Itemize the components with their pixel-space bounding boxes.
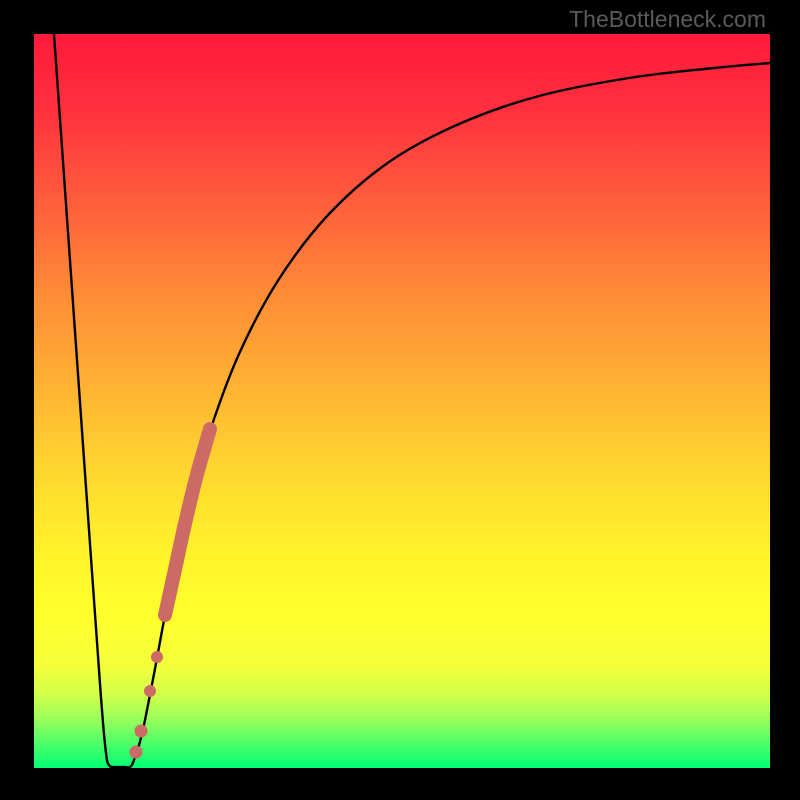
marker-dot (159, 609, 171, 621)
frame-border-right (770, 0, 800, 800)
marker-dot (135, 725, 148, 738)
marker-dot (130, 746, 143, 759)
marker-dots (130, 609, 172, 759)
frame-border-left (0, 0, 34, 800)
plot-area (34, 34, 770, 768)
curve-layer (34, 34, 770, 768)
marker-dot (151, 651, 163, 663)
marker-thick-segment (165, 429, 210, 615)
frame-border-bottom (0, 768, 800, 800)
chart-frame: TheBottleneck.com (0, 0, 800, 800)
marker-dot (144, 685, 156, 697)
watermark-text: TheBottleneck.com (569, 6, 766, 33)
